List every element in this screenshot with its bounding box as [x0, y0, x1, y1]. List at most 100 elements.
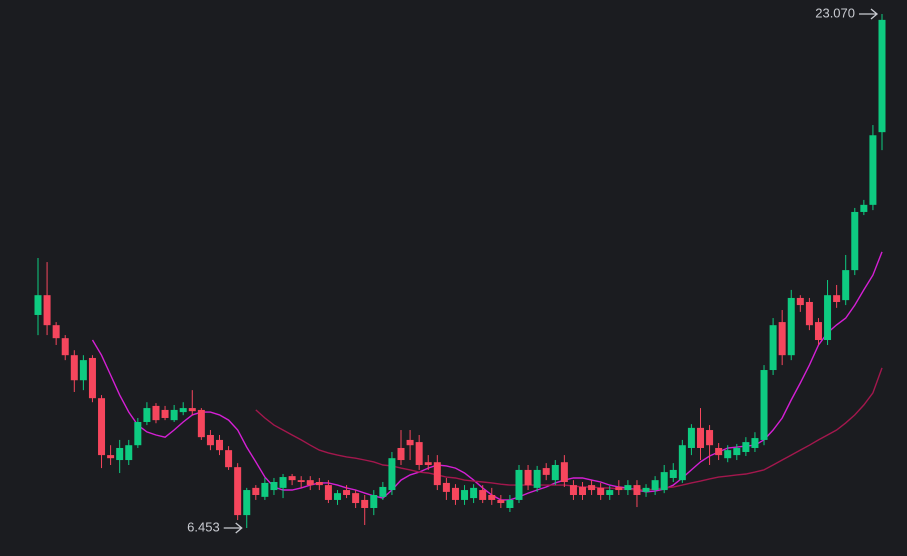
- candle-body: [878, 19, 886, 133]
- candle-body: [660, 472, 668, 491]
- candle-body: [560, 462, 568, 483]
- candle-body: [479, 490, 487, 500]
- candle-body: [851, 211, 859, 271]
- candle-body: [751, 438, 759, 448]
- candle-body: [651, 480, 659, 491]
- candle-body: [107, 455, 115, 459]
- annotation-arrow: [859, 8, 879, 20]
- candle-body: [833, 295, 841, 302]
- candle-body: [742, 442, 750, 452]
- candle-body: [98, 398, 106, 456]
- candle-body: [161, 409, 169, 418]
- candle-body: [588, 485, 596, 491]
- candle-body: [234, 467, 242, 516]
- candle-body: [515, 469, 523, 500]
- candle-body: [143, 408, 151, 422]
- candle-body: [306, 480, 314, 486]
- candle-body: [361, 499, 369, 508]
- candle-body: [197, 409, 205, 438]
- candle-body: [497, 499, 505, 504]
- candle-body: [70, 355, 78, 381]
- candle-body: [669, 469, 677, 478]
- annotation-arrow: [223, 522, 243, 534]
- candle-body: [633, 485, 641, 495]
- candle-body: [261, 482, 269, 497]
- candle-body: [34, 295, 42, 315]
- candle-body: [216, 439, 224, 451]
- candle-body: [706, 430, 714, 446]
- candle-body: [225, 450, 233, 468]
- candle-body: [116, 447, 124, 461]
- price-annotation: 23.070: [815, 5, 855, 20]
- candle-body: [61, 338, 69, 356]
- candle-body: [551, 464, 559, 481]
- candle-body: [461, 490, 469, 500]
- candle-body: [170, 409, 178, 421]
- candle-body: [125, 445, 133, 461]
- candle-body: [379, 486, 387, 497]
- candle-body: [442, 482, 450, 492]
- moving-average-line: [91, 251, 883, 501]
- candle-body: [324, 485, 332, 500]
- candle-body: [842, 270, 850, 301]
- candle-body: [506, 499, 514, 508]
- candle-body: [433, 462, 441, 486]
- candle-body: [52, 325, 60, 339]
- candle-body: [297, 480, 305, 483]
- candle-body: [243, 490, 251, 516]
- candle-body: [388, 458, 396, 491]
- candle-body: [533, 469, 541, 488]
- candle-body: [288, 476, 296, 481]
- candle-body: [333, 493, 341, 500]
- candle-body: [569, 485, 577, 495]
- candle-body: [814, 322, 822, 341]
- candle-body: [542, 468, 550, 475]
- candle-body: [179, 408, 187, 413]
- candle-body: [615, 486, 623, 491]
- candle-body: [188, 408, 196, 412]
- candle-body: [134, 421, 142, 446]
- candle-body: [696, 427, 704, 448]
- candle-body: [778, 322, 786, 356]
- candle-body: [252, 487, 260, 495]
- candle-body: [715, 447, 723, 456]
- candle-body: [343, 490, 351, 495]
- candle-body: [352, 493, 360, 504]
- candle-body: [869, 135, 877, 205]
- candle-body: [642, 487, 650, 492]
- candle-body: [415, 442, 423, 465]
- candle-body: [370, 494, 378, 508]
- candle-body: [597, 487, 605, 495]
- candle-body: [451, 487, 459, 500]
- price-annotation: 6.453: [187, 519, 220, 534]
- candle-body: [860, 204, 868, 212]
- candle-body: [279, 477, 287, 488]
- candle-body: [687, 427, 695, 448]
- candle-body: [824, 295, 832, 341]
- candle-body: [397, 447, 405, 461]
- candle-body: [796, 297, 804, 306]
- candle-body: [733, 447, 741, 456]
- candle-body: [152, 405, 160, 421]
- candle-body: [43, 295, 51, 326]
- candle-body: [724, 450, 732, 459]
- candle-body: [760, 370, 768, 440]
- candle-body: [406, 439, 414, 446]
- candle-body: [606, 490, 614, 495]
- candle-body: [579, 486, 587, 495]
- moving-average-line: [255, 367, 883, 491]
- candle-body: [206, 434, 214, 446]
- candle-body: [805, 301, 813, 326]
- candle-body: [424, 462, 432, 465]
- candle-body: [470, 487, 478, 499]
- candle-body: [315, 482, 323, 486]
- candle-body: [79, 360, 87, 381]
- candle-body: [270, 482, 278, 491]
- candle-body: [787, 297, 795, 356]
- candle-body: [624, 485, 632, 491]
- candle-body: [678, 445, 686, 481]
- candle-body: [524, 469, 532, 486]
- candle-body: [769, 325, 777, 371]
